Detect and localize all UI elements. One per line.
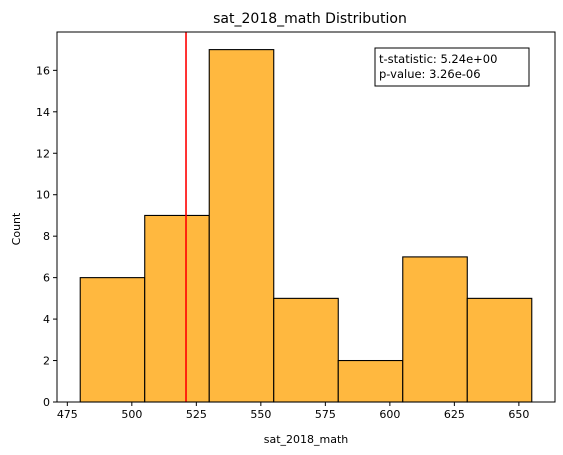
y-axis-label: Count (10, 212, 23, 245)
axes-frame (56, 31, 556, 403)
y-tick-label: 4 (43, 313, 50, 326)
x-tick-label: 475 (57, 408, 78, 421)
y-tick-label: 12 (36, 147, 50, 160)
y-tick-label: 0 (43, 396, 50, 409)
annotation-box-border (374, 47, 530, 87)
histogram-bar (337, 359, 404, 403)
histogram-bar (466, 297, 533, 403)
y-tick-label: 14 (36, 106, 50, 119)
p-value-text: p-value: 3.26e-06 (379, 67, 481, 81)
y-tick-label: 2 (43, 355, 50, 368)
x-axis-label: sat_2018_math (264, 433, 349, 446)
bars-group (79, 49, 533, 403)
t-statistic-text: t-statistic: 5.24e+00 (379, 52, 497, 66)
histogram-bar (79, 277, 146, 403)
chart-title: sat_2018_math Distribution (213, 11, 407, 27)
histogram-bar (144, 214, 210, 403)
x-axis-ticks: 475 500 525 550 575 600 625 650 (57, 402, 529, 421)
histogram-bar (208, 49, 275, 403)
x-tick-label: 500 (121, 408, 142, 421)
x-tick-label: 650 (508, 408, 529, 421)
x-tick-label: 625 (444, 408, 465, 421)
x-tick-label: 550 (250, 408, 271, 421)
x-tick-label: 525 (186, 408, 207, 421)
histogram-bar (273, 297, 339, 403)
y-tick-label: 16 (36, 64, 50, 77)
y-tick-label: 10 (36, 189, 50, 202)
y-tick-label: 8 (43, 230, 50, 243)
stats-annotation-box: t-statistic: 5.24e+00 p-value: 3.26e-06 (374, 47, 530, 87)
x-tick-label: 575 (315, 408, 336, 421)
y-tick-label: 6 (43, 272, 50, 285)
histogram-bar (402, 256, 468, 403)
x-tick-label: 600 (379, 408, 400, 421)
y-axis-ticks: 0 2 4 6 8 10 12 14 16 (36, 64, 57, 409)
